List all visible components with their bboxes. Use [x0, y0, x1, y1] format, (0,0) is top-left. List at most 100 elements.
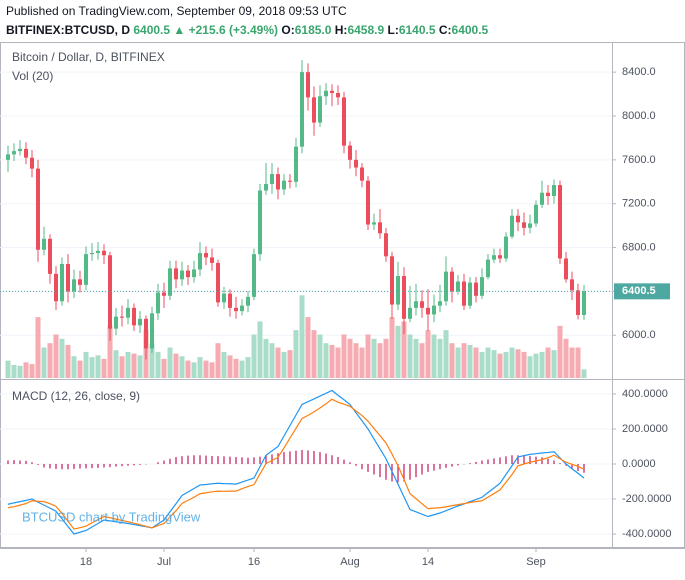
volume-bar: [323, 343, 329, 378]
volume-bar: [407, 334, 413, 378]
published-line: Published on TradingView.com, September …: [6, 4, 347, 18]
volume-bar: [95, 355, 101, 378]
candle-body: [96, 250, 100, 254]
candle-body: [240, 305, 244, 312]
volume-bar: [191, 362, 197, 378]
volume-bar: [53, 334, 59, 378]
ohlc-label: L:: [387, 23, 399, 37]
macd-line: [7, 398, 585, 530]
volume-bar: [281, 351, 287, 378]
volume-bar: [179, 356, 185, 378]
candle-body: [90, 253, 94, 255]
candle-body: [246, 296, 250, 306]
candle-body: [162, 292, 166, 296]
volume-bar: [413, 338, 419, 378]
candle-body: [390, 256, 394, 305]
candle-body: [198, 253, 202, 270]
volume-bar: [443, 330, 449, 378]
y-tick-label: -200.0000: [622, 493, 672, 505]
candle-body: [468, 282, 472, 306]
volume-bar: [347, 338, 353, 378]
candle-body: [294, 146, 298, 182]
candle-body: [48, 238, 52, 274]
volume-bar: [101, 358, 107, 378]
volume-bar: [305, 317, 311, 378]
candle-body: [324, 90, 328, 97]
volume-bar: [311, 330, 317, 378]
candle-body: [126, 307, 130, 318]
volume-bar: [59, 338, 65, 378]
candle-body: [354, 159, 358, 168]
volume-bar: [11, 364, 17, 378]
candle-body: [234, 307, 238, 312]
volume-bar: [449, 343, 455, 378]
volume-bar: [251, 334, 257, 378]
candle-body: [72, 279, 76, 292]
candle-body: [66, 263, 70, 292]
ohlc-value: 6140.5: [398, 23, 436, 37]
volume-bar: [509, 347, 515, 378]
candle-body: [438, 301, 442, 306]
volume-bar: [65, 344, 71, 378]
candle-body: [108, 255, 112, 329]
y-tick-label: 200.0000: [622, 423, 668, 435]
volume-bar: [137, 355, 143, 378]
candle-body: [192, 269, 196, 278]
candle-body: [360, 167, 364, 181]
candle-body: [570, 279, 574, 291]
candle-body: [486, 259, 490, 278]
volume-bar: [479, 351, 485, 378]
volume-bar: [119, 356, 125, 378]
volume-bar: [527, 356, 533, 378]
volume-bar: [467, 344, 473, 378]
volume-bar: [335, 347, 341, 378]
candle-body: [138, 318, 142, 326]
y-tick-label: 6000.0: [622, 329, 656, 341]
volume-bar: [545, 347, 551, 378]
candle-body: [144, 318, 148, 349]
candle-body: [504, 236, 508, 259]
candle-body: [252, 254, 256, 297]
ohlc-value: 6458.9: [347, 23, 385, 37]
volume-bar: [431, 334, 437, 378]
y-tick-label: 7200.0: [622, 198, 656, 210]
volume-bar: [239, 360, 245, 378]
candle-body: [336, 92, 340, 98]
candle-body: [120, 316, 124, 318]
volume-bar: [503, 351, 509, 378]
x-tick-label: 18: [80, 556, 92, 568]
candle-body: [414, 301, 418, 308]
volume-bar: [425, 330, 431, 378]
candle-body: [24, 148, 28, 158]
volume-bar: [575, 347, 581, 378]
candle-body: [84, 254, 88, 285]
volume-bar: [299, 295, 305, 378]
candle-body: [168, 268, 172, 296]
volume-bar: [89, 357, 95, 378]
candle-body: [78, 279, 82, 285]
candle-body: [132, 307, 136, 326]
candle-body: [432, 305, 436, 315]
volume-bar: [437, 338, 443, 378]
volume-bar: [257, 321, 263, 378]
candle-body: [258, 190, 262, 255]
volume-bar: [473, 347, 479, 378]
volume-bar: [185, 360, 191, 378]
volume-bar: [551, 350, 557, 378]
volume-bar: [365, 334, 371, 378]
y-tick-label: 8400.0: [622, 66, 656, 78]
candle-body: [450, 271, 454, 292]
candle-body: [384, 233, 388, 257]
volume-bar: [287, 350, 293, 378]
candle-body: [222, 293, 226, 303]
volume-bar: [377, 343, 383, 378]
change: +215.6 (+3.49%): [188, 23, 279, 37]
volume-bar: [17, 365, 23, 378]
candle-body: [444, 271, 448, 302]
x-tick-label: Sep: [526, 556, 546, 568]
candle-body: [12, 151, 16, 155]
candle-body: [288, 180, 292, 182]
volume-bar: [155, 351, 161, 378]
volume-bar: [389, 317, 395, 378]
candle-body: [36, 168, 40, 250]
